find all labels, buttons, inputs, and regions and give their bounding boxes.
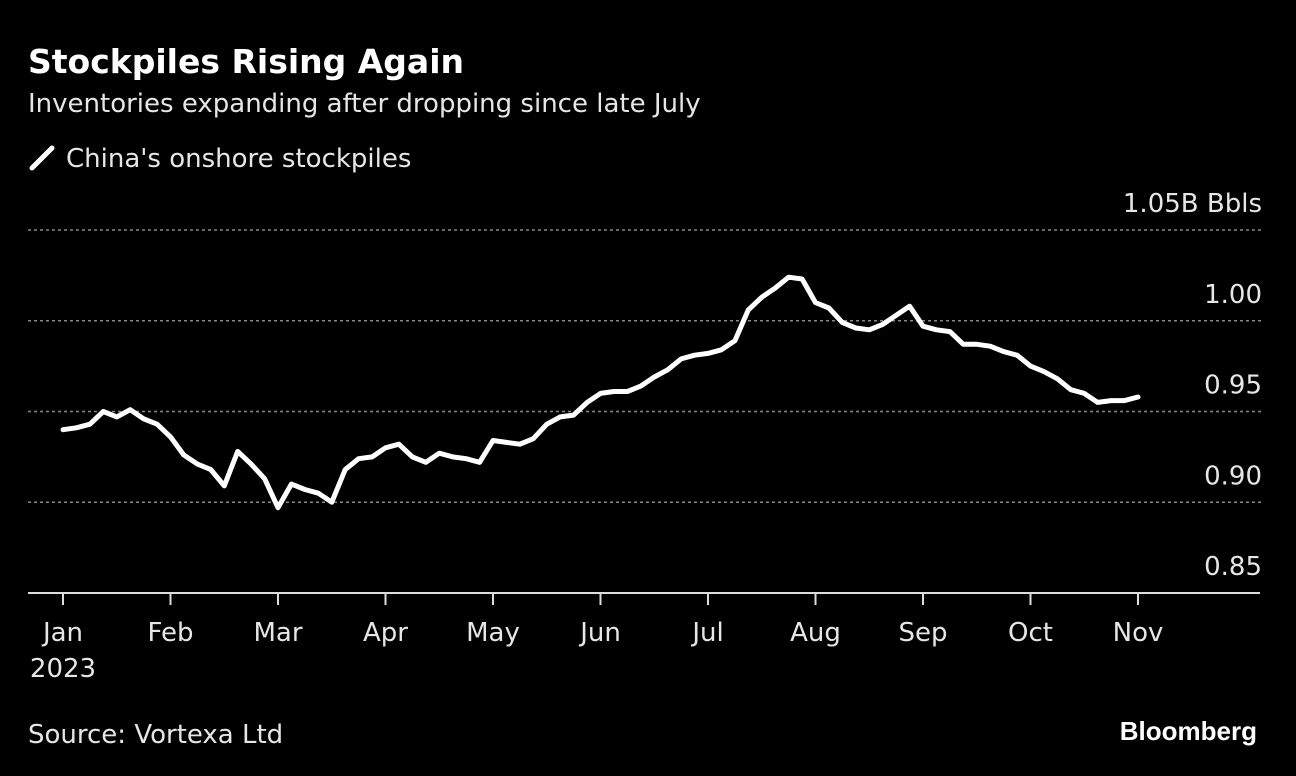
y-tick-label: 0.95: [1204, 371, 1262, 401]
y-tick-label: 0.90: [1204, 461, 1262, 491]
line: [60, 274, 1141, 511]
x-tick-label: Mar: [253, 618, 302, 648]
brand: Bloomberg: [1120, 716, 1257, 746]
chart-subtitle: Inventories expanding after dropping sin…: [28, 89, 701, 119]
year-label: 2023: [30, 654, 96, 684]
x-tick-label: Oct: [1008, 618, 1053, 648]
y-tick-label: 1.05B Bbls: [1123, 189, 1262, 219]
x-tick-label: Jan: [41, 618, 83, 648]
x-tick-label: Apr: [363, 618, 408, 648]
source: Source: Vortexa Ltd: [28, 720, 283, 750]
y-tick-label: 0.85: [1204, 552, 1262, 582]
y-tick-label: 1.00: [1204, 280, 1262, 310]
x-tick-label: Feb: [147, 618, 193, 648]
x-tick-label: May: [466, 618, 520, 648]
x-tick-label: Sep: [898, 618, 947, 648]
chart-title: Stockpiles Rising Again: [28, 42, 464, 81]
x-tick-label: Jul: [690, 618, 723, 648]
legend-label: China's onshore stockpiles: [66, 144, 411, 174]
x-tick-label: Jun: [578, 618, 621, 648]
legend-swatch: [29, 145, 55, 171]
x-tick-label: Nov: [1113, 618, 1164, 648]
x-tick-label: Aug: [790, 618, 841, 648]
